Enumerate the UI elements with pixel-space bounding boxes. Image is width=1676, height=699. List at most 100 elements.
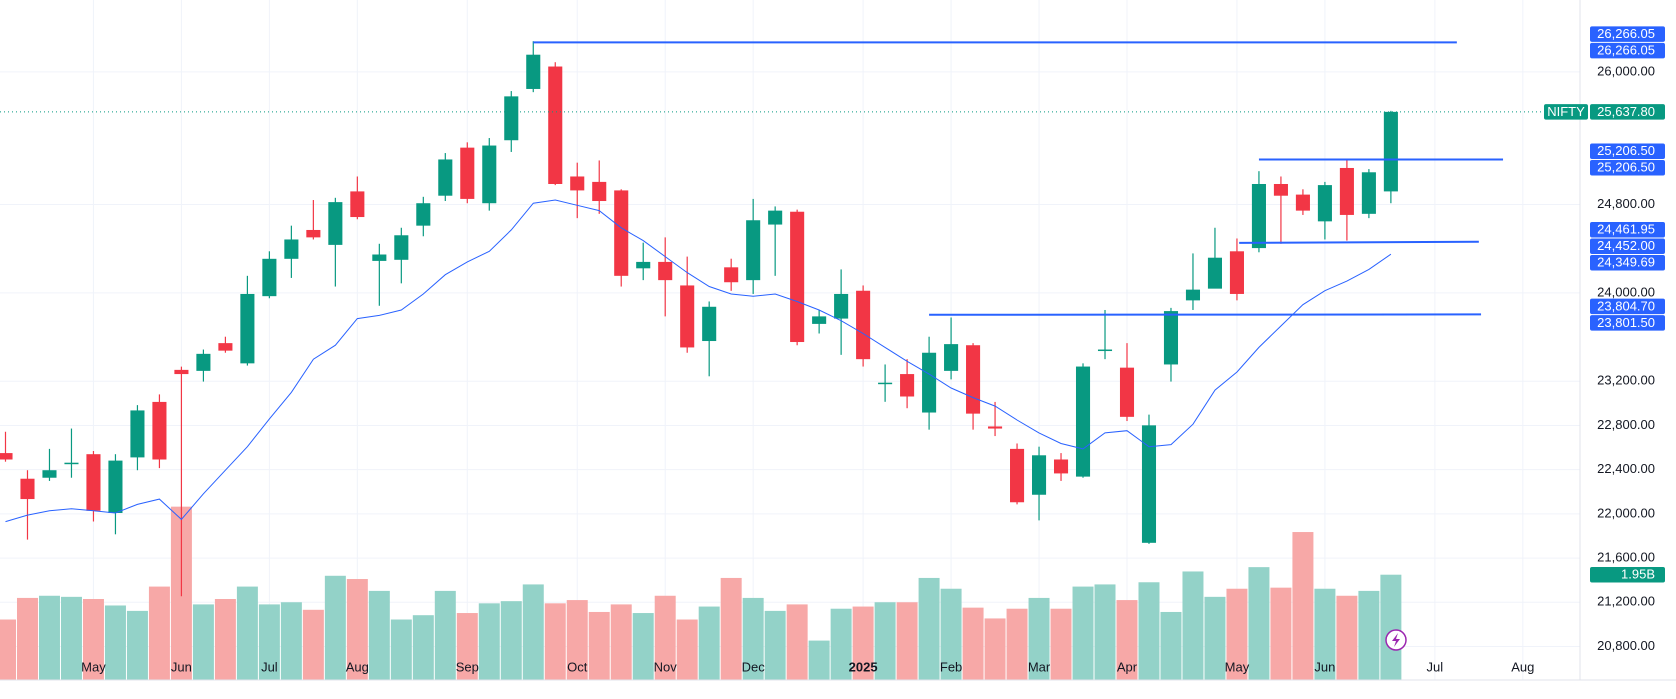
volume-bar (1160, 611, 1182, 680)
x-tick-label: Feb (940, 659, 962, 674)
volume-bar (346, 579, 368, 680)
candle-body (878, 382, 893, 385)
volume-bar (918, 577, 940, 680)
candle-body (834, 293, 849, 319)
volume-bar (280, 602, 302, 680)
candle-body (416, 203, 431, 226)
candle-body (1075, 366, 1091, 477)
volume-bar (786, 604, 808, 680)
price-tag (1590, 143, 1665, 160)
candle-body (218, 343, 233, 351)
y-tick-label: 22,000.00 (1597, 505, 1655, 520)
candle-body (526, 54, 541, 89)
volume-bar (1138, 582, 1160, 680)
candle-body (548, 66, 563, 184)
volume-bar (192, 604, 214, 680)
candle-body (1032, 455, 1047, 495)
candle-body (746, 220, 761, 281)
volume-bar (324, 575, 346, 680)
volume-bar (390, 619, 412, 680)
candle-body (262, 258, 277, 297)
price-tag (1590, 238, 1665, 255)
volume-bar (588, 611, 610, 680)
price-tag (1590, 566, 1665, 583)
volume-bar (522, 584, 544, 680)
y-tick-label: 20,800.00 (1597, 638, 1655, 653)
price-tag (1590, 42, 1665, 59)
y-tick-label: 23,200.00 (1597, 373, 1655, 388)
volume-bar (1072, 586, 1094, 680)
candle-body (1251, 183, 1266, 249)
x-tick-label: Nov (654, 659, 678, 674)
volume-bar (60, 596, 82, 680)
x-tick-label: Aug (346, 659, 369, 674)
x-tick-label: Sep (456, 659, 479, 674)
candle-body (988, 426, 1003, 429)
volume-bar (764, 610, 786, 680)
volume-bar (830, 608, 852, 680)
x-tick-label: Dec (742, 659, 766, 674)
candle-body (130, 410, 145, 458)
volume-bar (1314, 588, 1336, 680)
candle-body (1207, 257, 1222, 289)
price-layer (0, 41, 1580, 597)
price-tag-label: 23,801.50 (1597, 315, 1655, 330)
volume-bar (962, 607, 984, 680)
candle-body (812, 316, 827, 324)
volume-bar (852, 606, 874, 680)
x-tick-label: 2025 (849, 659, 878, 674)
x-tick-label: Oct (567, 659, 588, 674)
candle-body (328, 202, 343, 245)
candle-body (922, 352, 937, 413)
candle-body (790, 211, 805, 343)
volume-bar (38, 595, 60, 680)
price-tag-label: 24,349.69 (1597, 255, 1655, 270)
volume-bar (412, 615, 434, 680)
price-tag-label: 25,637.80 (1597, 104, 1655, 119)
volume-bar (1116, 600, 1138, 680)
volume-bar (676, 619, 698, 680)
y-tick-label: 24,000.00 (1597, 284, 1655, 299)
price-tag (1590, 255, 1665, 271)
volume-bar (368, 590, 390, 680)
candle-body (724, 267, 739, 283)
volume-bar (0, 619, 16, 680)
volume-bar (566, 600, 588, 680)
candle-body (570, 176, 585, 191)
candle-body (20, 478, 35, 500)
volume-bar (1292, 532, 1314, 680)
candle-body (966, 345, 981, 414)
y-tick-label: 22,400.00 (1597, 461, 1655, 476)
candle-body (1053, 459, 1069, 474)
volume-bar (698, 606, 720, 680)
x-tick-label: Apr (1117, 659, 1138, 674)
candle-body (174, 369, 189, 375)
volume-bar (214, 599, 236, 680)
x-tick-label: Jun (1314, 659, 1335, 674)
y-tick-label: 24,800.00 (1597, 196, 1655, 211)
candle-body (108, 460, 123, 513)
y-tick-label: 22,800.00 (1597, 417, 1655, 432)
volume-bar (16, 597, 38, 680)
volume-bar (874, 602, 896, 680)
trendline (1239, 240, 1479, 244)
candle-body (1229, 251, 1244, 294)
candle-body (900, 374, 915, 397)
candle-body (0, 453, 13, 460)
volume-bar (544, 603, 566, 680)
volume-bar (940, 588, 962, 680)
candle-body (350, 191, 365, 218)
alert-icon[interactable] (1385, 629, 1407, 651)
volume-bar (434, 590, 456, 680)
candle-body (284, 239, 299, 259)
candle-body (1119, 367, 1135, 417)
volume-bar (1182, 571, 1204, 680)
candle-body (1185, 289, 1201, 301)
volume-bar (1050, 608, 1072, 680)
price-tag-label: 1.95B (1621, 567, 1655, 582)
price-tag-label: 24,452.00 (1597, 238, 1655, 253)
candle-body (64, 462, 79, 465)
price-tag (1590, 26, 1665, 42)
price-tag-label: 23,804.70 (1597, 298, 1655, 313)
